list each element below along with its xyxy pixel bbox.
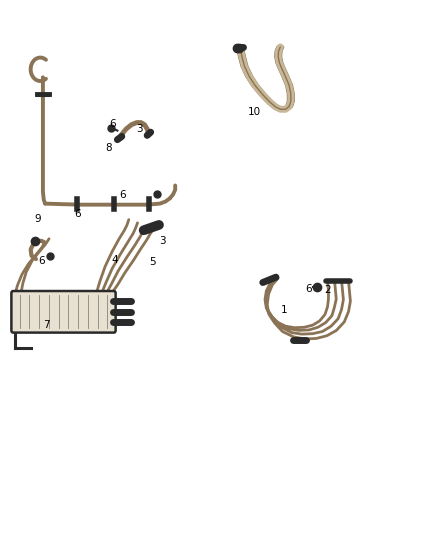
Text: 10: 10	[247, 107, 261, 117]
FancyBboxPatch shape	[11, 291, 116, 333]
Text: 6: 6	[74, 209, 81, 219]
Text: 6: 6	[110, 119, 117, 128]
Text: 1: 1	[280, 305, 287, 315]
Text: 6: 6	[119, 190, 126, 199]
Text: 4: 4	[111, 255, 118, 265]
Text: 2: 2	[324, 286, 331, 295]
Text: 6: 6	[38, 256, 45, 266]
Text: 6: 6	[305, 284, 312, 294]
Text: 8: 8	[105, 143, 112, 153]
Text: 3: 3	[136, 124, 143, 134]
Text: 7: 7	[42, 320, 49, 330]
Text: 9: 9	[34, 214, 41, 223]
Text: 5: 5	[149, 257, 156, 267]
Text: 3: 3	[159, 236, 166, 246]
